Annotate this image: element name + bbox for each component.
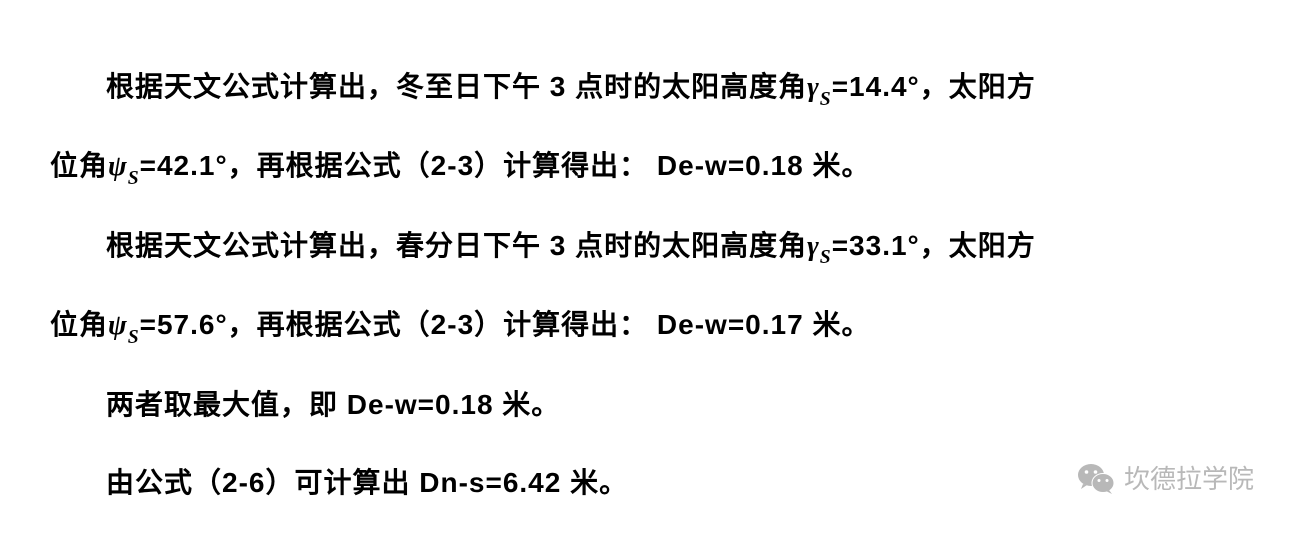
wechat-icon: [1078, 462, 1114, 494]
paragraph-1-line-2: 位角ψS=42.1°，再根据公式（2-3）计算得出： De-w=0.18 米。: [50, 127, 1249, 206]
paragraph-2-line-2: 位角ψS=57.6°，再根据公式（2-3）计算得出： De-w=0.17 米。: [50, 286, 1249, 365]
psi-symbol: ψ: [108, 310, 128, 341]
watermark: 坎德拉学院: [1078, 459, 1254, 496]
text-segment: =33.1°，太阳方: [832, 230, 1036, 261]
psi-symbol: ψ: [108, 151, 128, 182]
text-segment: 位角: [50, 150, 108, 181]
text-segment: =42.1°，再根据公式（2-3）计算得出： De-w=0.18 米。: [140, 150, 871, 181]
subscript-s: S: [128, 168, 140, 189]
text-segment: 根据天文公式计算出，冬至日下午 3 点时的太阳高度角: [106, 71, 807, 102]
watermark-text: 坎德拉学院: [1124, 459, 1254, 496]
paragraph-2-line-1: 根据天文公式计算出，春分日下午 3 点时的太阳高度角γS=33.1°，太阳方: [50, 207, 1249, 286]
text-segment: =14.4°，太阳方: [832, 71, 1036, 102]
subscript-s: S: [820, 89, 832, 110]
paragraph-1-line-1: 根据天文公式计算出，冬至日下午 3 点时的太阳高度角γS=14.4°，太阳方: [50, 48, 1249, 127]
gamma-symbol: γ: [807, 231, 820, 262]
paragraph-3: 两者取最大值，即 De-w=0.18 米。: [50, 366, 1249, 444]
gamma-symbol: γ: [807, 72, 820, 103]
subscript-s: S: [820, 247, 832, 268]
text-segment: 位角: [50, 309, 108, 340]
text-segment: 根据天文公式计算出，春分日下午 3 点时的太阳高度角: [106, 230, 807, 261]
subscript-s: S: [128, 327, 140, 348]
paragraph-4: 由公式（2-6）可计算出 Dn-s=6.42 米。: [50, 444, 1249, 522]
text-segment: =57.6°，再根据公式（2-3）计算得出： De-w=0.17 米。: [140, 309, 871, 340]
text-segment: 两者取最大值，即 De-w=0.18 米。: [106, 389, 560, 420]
text-segment: 由公式（2-6）可计算出 Dn-s=6.42 米。: [106, 467, 628, 498]
document-content: 根据天文公式计算出，冬至日下午 3 点时的太阳高度角γS=14.4°，太阳方 位…: [50, 48, 1249, 522]
